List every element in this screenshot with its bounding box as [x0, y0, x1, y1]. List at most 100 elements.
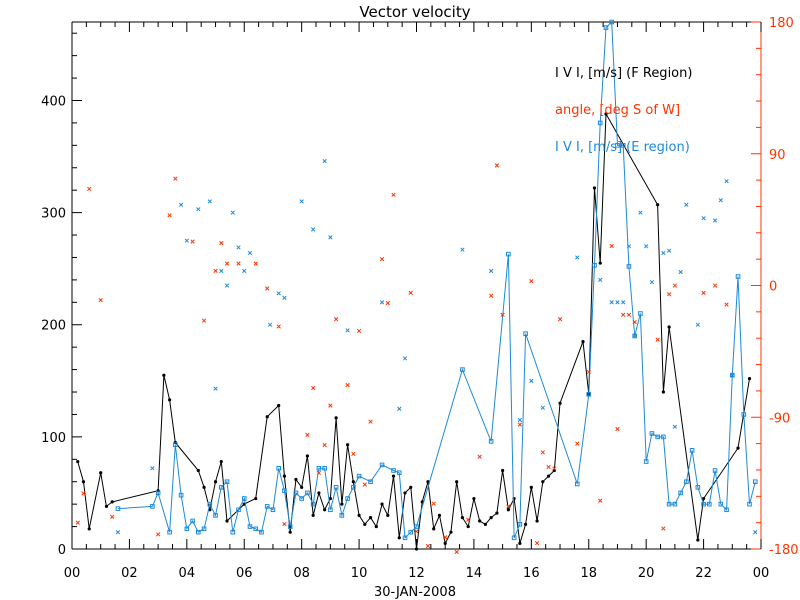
- data-point: [712, 468, 718, 473]
- left-tick-label: 100: [41, 431, 66, 446]
- series-2: [115, 158, 758, 535]
- data-point: [374, 524, 378, 529]
- data-point: [282, 521, 287, 527]
- data-point: [747, 376, 752, 381]
- data-point: [615, 300, 620, 305]
- legend-entry-e-region: I V I, [m/s] (E region): [555, 140, 690, 155]
- data-point: [242, 268, 247, 274]
- right-tick-label: -90: [769, 411, 790, 426]
- data-point: [276, 324, 281, 329]
- data-point: [184, 238, 189, 243]
- data-point: [305, 454, 310, 458]
- data-point: [81, 491, 86, 496]
- data-point: [488, 293, 494, 298]
- data-point: [460, 367, 465, 372]
- data-point: [282, 474, 287, 478]
- data-point: [241, 496, 247, 501]
- x-tick-label: 00: [64, 566, 81, 581]
- data-point: [218, 485, 224, 490]
- data-point: [661, 434, 666, 440]
- data-point: [592, 263, 597, 268]
- data-point: [207, 199, 212, 204]
- data-point: [345, 496, 350, 501]
- right-tick-label: 90: [769, 148, 786, 163]
- data-point: [277, 403, 281, 408]
- data-point: [644, 244, 649, 249]
- data-point: [190, 518, 195, 524]
- data-point: [684, 479, 689, 485]
- data-point: [701, 290, 706, 295]
- data-point: [155, 490, 161, 496]
- left-tick-label: 0: [58, 543, 66, 558]
- data-point: [247, 250, 253, 256]
- data-point: [609, 243, 614, 249]
- data-point: [207, 501, 213, 507]
- data-point: [632, 319, 637, 325]
- data-point: [431, 501, 436, 506]
- data-point: [340, 502, 344, 506]
- data-point: [696, 538, 700, 542]
- data-point: [333, 317, 339, 322]
- data-point: [236, 245, 241, 250]
- data-point: [328, 496, 332, 501]
- data-point: [488, 439, 494, 444]
- data-point: [735, 274, 741, 279]
- data-point: [597, 120, 603, 126]
- data-point: [408, 529, 414, 535]
- data-point: [173, 442, 178, 448]
- data-point: [736, 446, 740, 450]
- data-point: [299, 496, 304, 501]
- data-point: [254, 496, 258, 501]
- data-point: [247, 524, 253, 529]
- x-tick-label: 02: [121, 566, 138, 581]
- data-point: [460, 516, 465, 520]
- data-point: [495, 511, 499, 515]
- data-point: [402, 356, 408, 361]
- data-point: [224, 283, 230, 288]
- data-point: [632, 333, 637, 339]
- data-point: [265, 286, 270, 291]
- data-point: [707, 501, 712, 507]
- right-tick-label: -180: [769, 543, 799, 558]
- series-line: [117, 20, 756, 539]
- data-point: [666, 248, 672, 253]
- data-point: [264, 504, 270, 509]
- data-point: [414, 524, 419, 529]
- data-point: [718, 501, 724, 507]
- data-point: [489, 516, 493, 520]
- data-point: [305, 490, 310, 496]
- data-point: [712, 218, 718, 223]
- data-point: [339, 513, 345, 518]
- chart-title: Vector velocity: [359, 3, 470, 21]
- data-point: [621, 300, 626, 305]
- data-point: [310, 501, 316, 507]
- data-point: [357, 513, 361, 517]
- data-point: [368, 419, 373, 424]
- data-point: [724, 507, 729, 513]
- data-point: [649, 431, 655, 436]
- series-0: [76, 112, 752, 551]
- data-point: [219, 459, 223, 464]
- data-point: [328, 403, 333, 408]
- data-point: [167, 529, 172, 535]
- data-point: [333, 485, 339, 490]
- data-point: [678, 490, 683, 496]
- data-point: [678, 269, 683, 275]
- data-point: [322, 158, 327, 164]
- data-point: [695, 485, 701, 490]
- data-point: [322, 465, 327, 471]
- data-point: [632, 333, 637, 339]
- right-tick-label: 0: [769, 280, 777, 295]
- data-point: [104, 504, 109, 508]
- x-tick-label: 06: [236, 566, 253, 581]
- data-point: [379, 462, 385, 468]
- data-point: [196, 207, 201, 212]
- x-tick-label: 04: [179, 566, 196, 581]
- data-point: [449, 530, 453, 534]
- data-point: [541, 480, 545, 484]
- data-point: [546, 474, 551, 478]
- x-tick-label: 10: [351, 566, 368, 581]
- data-point: [741, 412, 747, 417]
- data-point: [466, 524, 470, 529]
